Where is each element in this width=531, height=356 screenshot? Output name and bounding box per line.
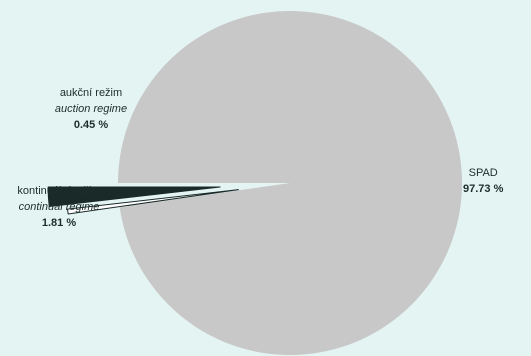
- label-spad-name: SPAD: [468, 167, 498, 179]
- pie-slice-continual-regime: [47, 186, 221, 207]
- label-auction-regime-en: auction regime: [54, 103, 128, 115]
- label-continual-regime-en: continual regime: [18, 201, 100, 213]
- label-auction-regime-value: 0.45 %: [73, 119, 109, 131]
- pie-slice-auction-regime: [67, 189, 239, 215]
- label-auction-regime: aukční režim auction regime 0.45 %: [36, 85, 146, 133]
- label-continual-regime-value: 1.81 %: [41, 217, 77, 229]
- label-spad-value: 97.73 %: [463, 183, 504, 195]
- pie-slices: [47, 10, 462, 355]
- pie-slice-spad: [118, 10, 462, 355]
- label-auction-regime-cs: aukční režim: [59, 87, 123, 99]
- label-continual-regime: kontinuální režim continual regime 1.81 …: [4, 183, 114, 231]
- label-continual-regime-cs: kontinuální režim: [17, 185, 101, 197]
- label-spad: SPAD 97.73 %: [463, 165, 503, 197]
